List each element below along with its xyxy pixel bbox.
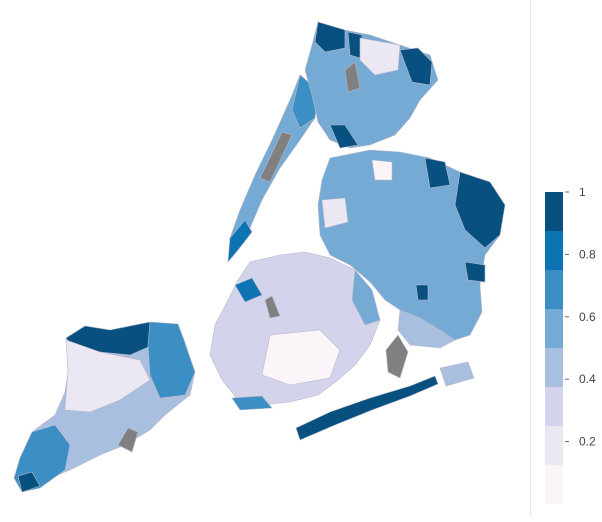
rockaway-east[interactable] bbox=[439, 361, 475, 387]
colorbar-tick-label: 0.6 bbox=[579, 310, 596, 324]
colorbar-legend: 1 0.8 0.6 0.4 0.2 bbox=[543, 185, 602, 508]
si-tottenville[interactable] bbox=[17, 471, 41, 493]
brooklyn-east[interactable] bbox=[351, 269, 381, 326]
queens-flushing-meadows[interactable] bbox=[371, 159, 393, 181]
colorbar-tick-label: 0.8 bbox=[579, 247, 596, 261]
si-missing[interactable] bbox=[117, 427, 139, 453]
colorbar-bin bbox=[545, 426, 563, 465]
queens-whitestone[interactable] bbox=[424, 157, 451, 189]
colorbar-bin bbox=[545, 270, 563, 309]
bronx-wakefield[interactable] bbox=[399, 47, 433, 86]
queens-missing[interactable] bbox=[385, 334, 409, 379]
bronx-riverdale[interactable] bbox=[314, 21, 346, 53]
brooklyn-south[interactable] bbox=[261, 329, 341, 386]
colorbar-svg: 1 0.8 0.6 0.4 0.2 bbox=[545, 185, 596, 504]
colorbar-bin bbox=[545, 387, 563, 426]
bronx-mid[interactable] bbox=[359, 37, 401, 76]
colorbar-tick-label: 0.4 bbox=[579, 372, 596, 386]
panel-divider bbox=[530, 0, 531, 517]
colorbar-bins bbox=[545, 192, 563, 504]
queens-lic[interactable] bbox=[321, 197, 349, 229]
bronx-south[interactable] bbox=[329, 124, 359, 149]
si-east-shore[interactable] bbox=[147, 321, 196, 399]
manhattan-lower[interactable] bbox=[227, 219, 253, 263]
si-mid-island[interactable] bbox=[64, 339, 151, 413]
colorbar-bin bbox=[545, 309, 563, 348]
queens-jamaica[interactable] bbox=[464, 261, 486, 283]
manhattan-central-park[interactable] bbox=[259, 131, 293, 183]
queens-northeast[interactable] bbox=[454, 171, 506, 249]
borough-rockaway[interactable] bbox=[295, 375, 439, 441]
colorbar-tick-label: 1 bbox=[579, 188, 586, 199]
colorbar-tick-label: 0.2 bbox=[579, 435, 596, 449]
colorbar-ticks: 1 0.8 0.6 0.4 0.2 bbox=[565, 185, 596, 449]
brooklyn-coney[interactable] bbox=[231, 395, 273, 411]
borough-layer bbox=[13, 21, 506, 493]
choropleth-map[interactable] bbox=[0, 0, 530, 517]
bronx-park[interactable] bbox=[344, 61, 361, 93]
colorbar-bin bbox=[545, 231, 563, 270]
brooklyn-williamsburg[interactable] bbox=[234, 277, 263, 303]
queens-missing-2[interactable] bbox=[415, 284, 429, 301]
colorbar-bin bbox=[545, 348, 563, 387]
brooklyn-missing[interactable] bbox=[264, 295, 281, 319]
map-svg bbox=[13, 21, 506, 493]
colorbar-bin bbox=[545, 192, 563, 231]
colorbar-bin bbox=[545, 465, 563, 504]
queens-jfk-area[interactable] bbox=[397, 309, 456, 349]
